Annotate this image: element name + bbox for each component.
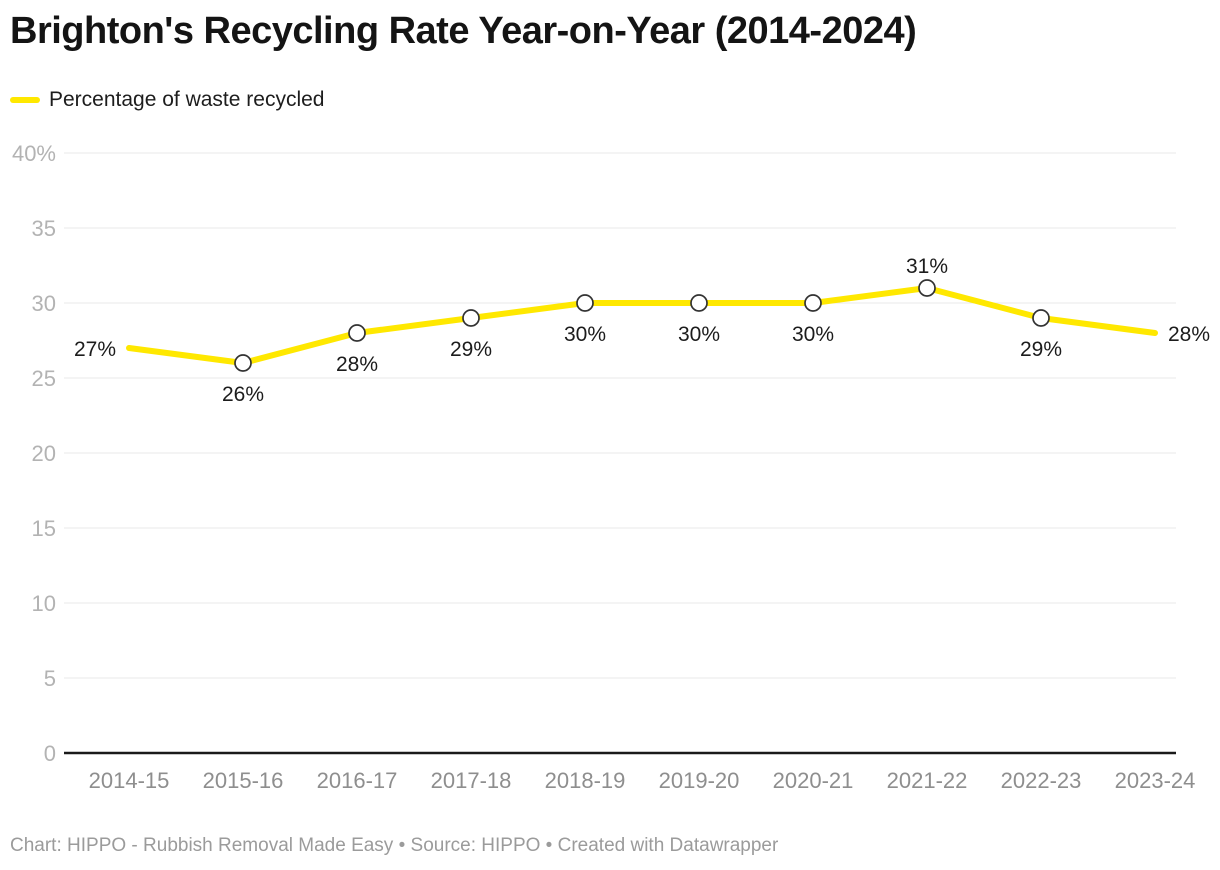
data-point-marker[interactable] xyxy=(234,354,252,372)
legend-line-swatch xyxy=(10,97,40,103)
data-point-marker[interactable] xyxy=(576,294,594,312)
y-tick-label: 40% xyxy=(12,141,56,166)
y-tick-label: 10 xyxy=(32,591,56,616)
x-tick-label: 2023-24 xyxy=(1115,768,1196,793)
data-point-marker[interactable] xyxy=(348,324,366,342)
data-point-marker[interactable] xyxy=(804,294,822,312)
data-point-marker[interactable] xyxy=(462,309,480,327)
data-point-label: 31% xyxy=(906,255,948,278)
y-tick-label: 0 xyxy=(44,741,56,766)
chart-title: Brighton's Recycling Rate Year-on-Year (… xyxy=(10,10,917,52)
line-chart: 0 5 10 15 20 25 30 35 40% 2014-15 2015-16 2016-17 20… xyxy=(0,130,1220,830)
x-tick-label: 2022-23 xyxy=(1001,768,1082,793)
y-tick-label: 15 xyxy=(32,516,56,541)
data-point-label: 30% xyxy=(792,323,834,346)
legend-label: Percentage of waste recycled xyxy=(49,88,325,111)
chart-attribution: Chart: HIPPO - Rubbish Removal Made Easy… xyxy=(10,835,779,856)
legend: Percentage of waste recycled xyxy=(10,88,324,112)
y-tick-label: 25 xyxy=(32,366,56,391)
data-point-label: 26% xyxy=(222,383,264,406)
data-point-label: 30% xyxy=(678,323,720,346)
x-tick-label: 2020-21 xyxy=(773,768,854,793)
y-tick-label: 35 xyxy=(32,216,56,241)
data-point-marker[interactable] xyxy=(918,279,936,297)
x-tick-label: 2018-19 xyxy=(545,768,626,793)
data-point-label: 29% xyxy=(1020,338,1062,361)
series-line xyxy=(126,285,1158,366)
x-tick-label: 2021-22 xyxy=(887,768,968,793)
x-tick-label: 2014-15 xyxy=(89,768,170,793)
x-tick-label: 2015-16 xyxy=(203,768,284,793)
x-tick-label: 2017-18 xyxy=(431,768,512,793)
line-chart-svg: 0 5 10 15 20 25 30 35 40% 2014-15 2015-16 2016-17 20… xyxy=(12,141,1210,793)
data-point-label: 27% xyxy=(74,338,116,361)
x-tick-label: 2016-17 xyxy=(317,768,398,793)
data-point-label: 29% xyxy=(450,338,492,361)
x-tick-label: 2019-20 xyxy=(659,768,740,793)
data-point-label: 30% xyxy=(564,323,606,346)
y-tick-label: 20 xyxy=(32,441,56,466)
y-tick-label: 30 xyxy=(32,291,56,316)
data-point-label: 28% xyxy=(1168,323,1210,346)
y-tick-label: 5 xyxy=(44,666,56,691)
data-point-label: 28% xyxy=(336,353,378,376)
data-point-marker[interactable] xyxy=(690,294,708,312)
data-point-marker[interactable] xyxy=(1032,309,1050,327)
